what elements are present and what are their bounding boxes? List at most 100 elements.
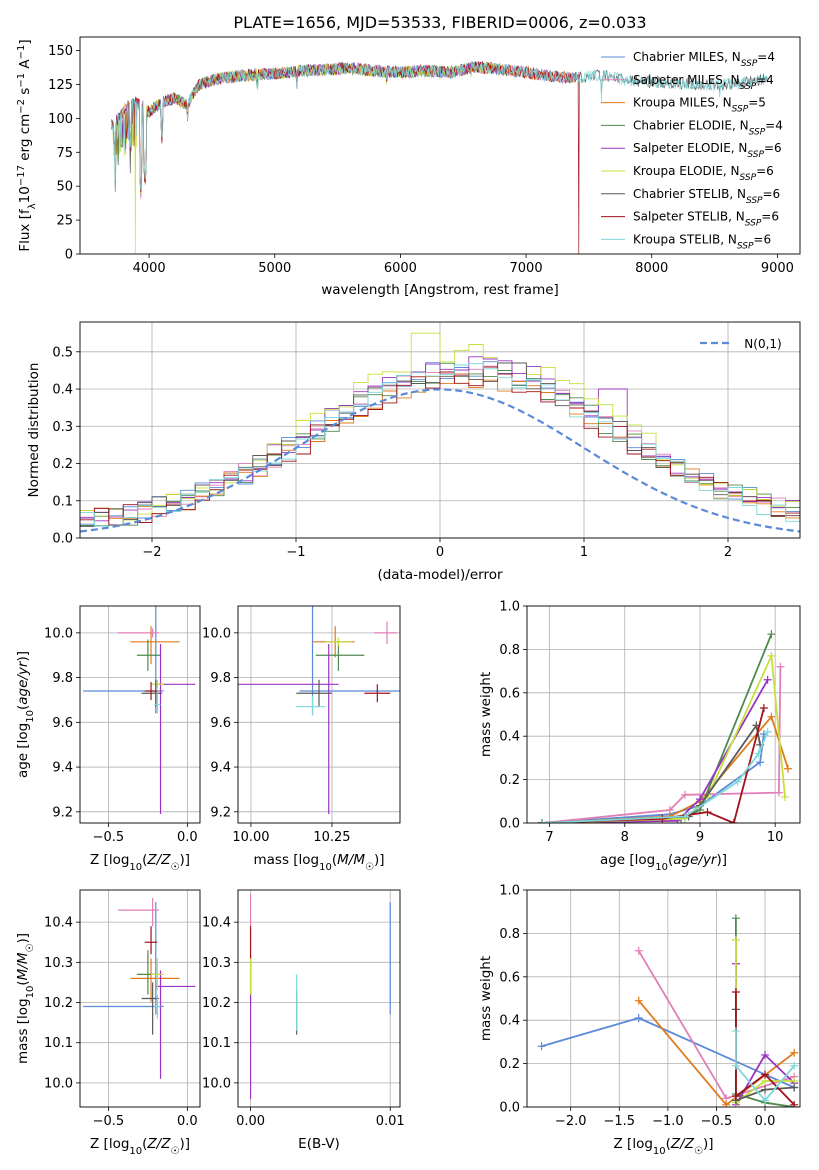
weight-marker xyxy=(731,914,740,923)
error-point xyxy=(117,628,159,638)
weight-marker xyxy=(790,1048,799,1057)
histogram-series xyxy=(80,363,800,527)
x-axis-label: (data-model)/error xyxy=(377,567,503,583)
legend-text: Salpeter ELODIE, N xyxy=(633,141,747,155)
weight-line xyxy=(541,723,761,823)
massweight-vs-age-chart: 7 8 9 10 0.0 0.2 0.4 0.6 0.8 1.0 xyxy=(499,600,801,845)
weight-marker xyxy=(761,1070,770,1079)
y-axis-label: age [log10(age/yr)] xyxy=(15,651,36,778)
legend-subscript: SSP xyxy=(740,82,757,92)
x-axis-label: age [log10(age/yr)] xyxy=(600,852,727,873)
plot-area xyxy=(238,606,400,815)
label-part: mass [log xyxy=(253,852,319,868)
label-part: )] xyxy=(374,852,385,868)
legend-subscript: SSP xyxy=(747,150,764,160)
weight-line xyxy=(541,679,769,823)
y-tick-label: 10.2 xyxy=(202,996,231,1011)
spectrum-line xyxy=(111,60,501,192)
y-tick-label: 9.8 xyxy=(52,671,73,686)
y-tick-label: 100 xyxy=(48,112,73,127)
label-part: ☉ xyxy=(170,1146,179,1157)
legend-subscript: SSP xyxy=(745,219,762,229)
y-axis-label: mass [log10(M/M☉)] xyxy=(15,933,36,1064)
error-point xyxy=(141,982,159,1035)
x-tick-label: 10 xyxy=(767,830,784,845)
label-part: 10 xyxy=(319,862,332,873)
y-tick-label: 0.6 xyxy=(499,686,520,701)
y-tick-label: 0.0 xyxy=(499,1101,520,1116)
plot-area xyxy=(537,914,799,1107)
label-part: −1 xyxy=(16,45,27,60)
y-tick-label: 10.0 xyxy=(44,1076,73,1091)
x-tick-label: 5000 xyxy=(258,261,291,276)
weight-marker xyxy=(761,1096,770,1105)
axes-frame xyxy=(237,889,401,1108)
error-point xyxy=(374,621,397,645)
x-axis-label: mass [log10(M/M☉)] xyxy=(253,852,384,873)
x-tick-label: 8000 xyxy=(635,261,668,276)
label-part: age [log xyxy=(15,723,31,778)
axes-frame xyxy=(79,321,801,539)
weight-marker xyxy=(774,788,783,797)
weight-line xyxy=(541,633,773,823)
label-part: −1 xyxy=(16,73,27,88)
y-tick-label: 0.1 xyxy=(52,494,73,509)
legend-entry: Salpeter STELIB, NSSP=6 xyxy=(633,210,779,229)
axes-frame xyxy=(79,605,201,824)
label-part: ☉ xyxy=(365,862,374,873)
y-tick-label: 0.8 xyxy=(499,927,520,942)
weight-marker xyxy=(767,630,776,639)
weight-marker xyxy=(731,1061,740,1070)
label-part: ( xyxy=(142,1136,147,1152)
label-part: ( xyxy=(142,852,147,868)
x-tick-label: 0.01 xyxy=(376,1114,405,1129)
weight-marker xyxy=(733,777,742,786)
label-part: M/M xyxy=(337,852,365,868)
label-part: M/M xyxy=(15,952,31,980)
weight-marker xyxy=(729,819,738,823)
y-tick-label: 10.4 xyxy=(202,916,231,931)
legend-entry: Kroupa ELODIE, NSSP=6 xyxy=(633,164,774,183)
y-tick-label: 0 xyxy=(65,248,73,263)
y-tick-label: 10.1 xyxy=(44,1036,73,1051)
error-point xyxy=(296,679,332,707)
label-part: ( xyxy=(15,705,31,710)
y-tick-label: 0.0 xyxy=(52,532,73,547)
y-tick-label: 9.4 xyxy=(52,761,73,776)
error-point xyxy=(83,902,164,1015)
label-part: erg cm xyxy=(17,114,33,165)
y-tick-label: 0.0 xyxy=(499,817,520,832)
x-tick-label: 8 xyxy=(621,830,629,845)
weight-marker xyxy=(756,758,765,767)
y-tick-label: 0.2 xyxy=(52,457,73,472)
label-part: age [log xyxy=(600,852,655,868)
weight-marker xyxy=(761,1085,770,1094)
label-part: mass [log xyxy=(15,998,31,1064)
y-tick-label: 10.0 xyxy=(44,626,73,641)
error-point xyxy=(130,626,180,665)
legend-text: =6 xyxy=(761,210,779,224)
spectrum-line xyxy=(111,60,580,254)
weight-line xyxy=(541,666,782,823)
axes-frame xyxy=(79,889,201,1108)
normal-curve xyxy=(80,388,800,533)
weight-marker xyxy=(767,651,776,660)
label-part: s xyxy=(17,88,33,99)
y-tick-label: 125 xyxy=(48,78,73,93)
spectrum-line xyxy=(111,62,574,193)
x-tick-label: 7000 xyxy=(510,261,543,276)
x-axis-label: wavelength [Angstrom, rest frame] xyxy=(321,282,559,298)
error-point xyxy=(151,679,164,689)
error-point xyxy=(155,970,196,1079)
y-tick-label: 0.3 xyxy=(52,420,73,435)
error-point xyxy=(151,958,164,991)
plot-area xyxy=(83,606,196,815)
legend-text: =6 xyxy=(753,232,771,246)
legend-entry: Salpeter MILES, NSSP=4 xyxy=(633,73,774,92)
x-tick-label: 0.00 xyxy=(236,1114,265,1129)
x-tick-label: −2 xyxy=(142,545,161,560)
chart-title: PLATE=1656, MJD=53533, FIBERID=0006, z=0… xyxy=(233,13,646,32)
y-tick-label: 10.2 xyxy=(44,996,73,1011)
y-tick-label: 10.0 xyxy=(202,1076,231,1091)
